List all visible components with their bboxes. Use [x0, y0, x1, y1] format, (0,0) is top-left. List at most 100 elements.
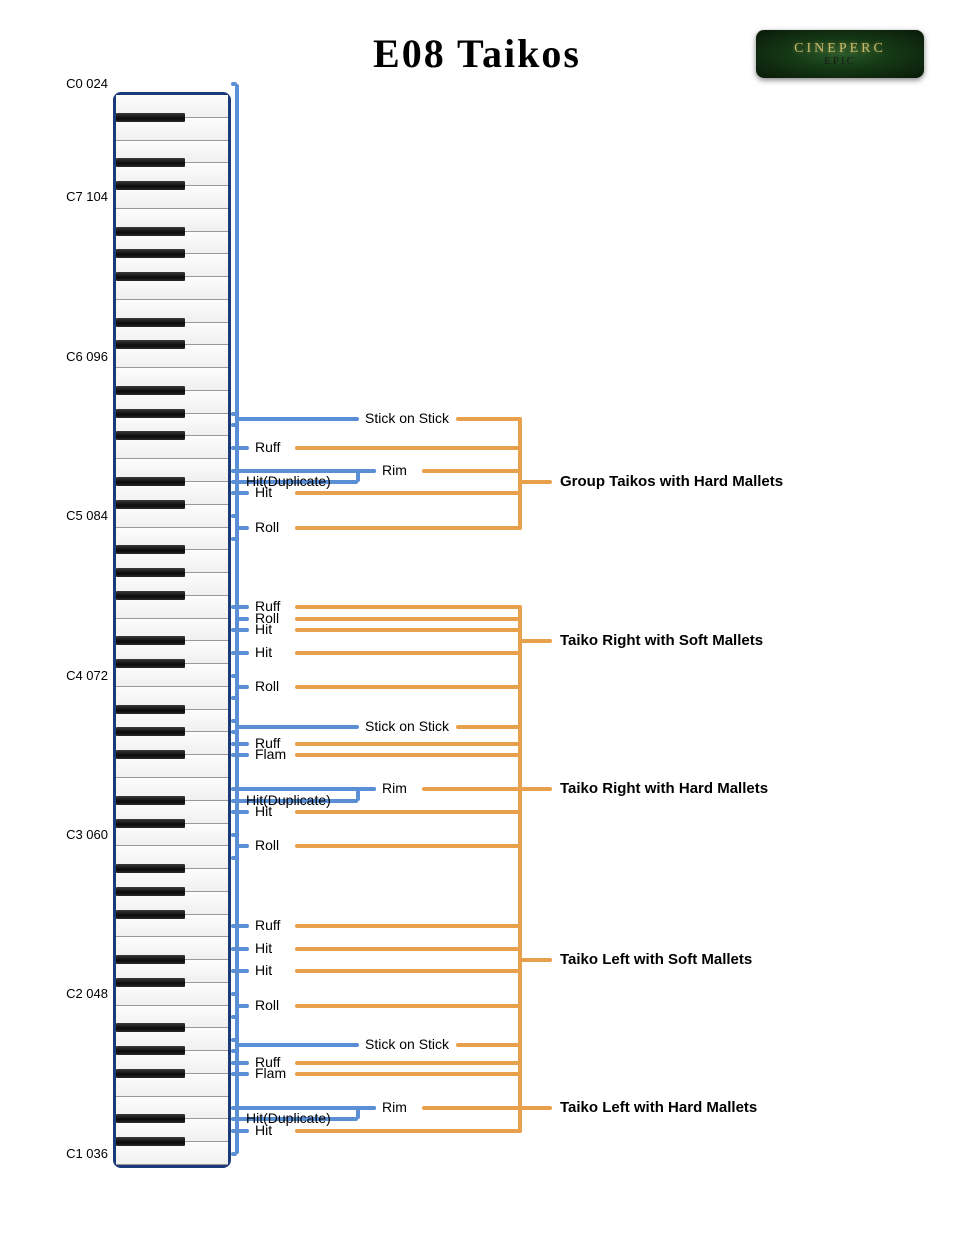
black-key [116, 887, 185, 896]
artic-label: Flam [255, 746, 286, 762]
black-key [116, 978, 185, 987]
axis-label: C5 084 [48, 508, 108, 523]
group-connector [295, 526, 520, 530]
artic-label: Stick on Stick [365, 1036, 449, 1052]
group-label: Taiko Right with Soft Mallets [560, 632, 763, 649]
black-key [116, 477, 185, 486]
black-key [116, 272, 185, 281]
artic-connector [237, 617, 249, 621]
black-key [116, 819, 185, 828]
black-key [116, 659, 185, 668]
artic-label: Rim [382, 780, 407, 796]
artic-connector [237, 725, 359, 729]
logo-badge: CINEPERC EPIC [756, 30, 924, 78]
axis-label: C7 104 [48, 189, 108, 204]
group-connector [295, 753, 520, 757]
group-connector [520, 787, 552, 791]
artic-label: Rim [382, 462, 407, 478]
artic-connector [231, 810, 249, 814]
black-key [116, 1069, 185, 1078]
group-connector [295, 617, 520, 621]
group-connector [520, 480, 552, 484]
black-key [116, 249, 185, 258]
artic-connector [231, 605, 249, 609]
group-connector [295, 605, 520, 609]
axis-label: C4 072 [48, 668, 108, 683]
black-key [116, 227, 185, 236]
black-key [116, 1046, 185, 1055]
black-key [116, 910, 185, 919]
artic-connector [231, 1129, 249, 1133]
artic-label: Hit [255, 1122, 272, 1138]
artic-label: Roll [255, 997, 279, 1013]
group-connector [295, 969, 520, 973]
black-key [116, 955, 185, 964]
artic-label: Stick on Stick [365, 410, 449, 426]
artic-label: Roll [255, 678, 279, 694]
artic-connector [231, 651, 249, 655]
artic-connector [356, 789, 360, 800]
group-connector [295, 1129, 520, 1133]
black-key [116, 181, 185, 190]
artic-connector [231, 446, 249, 450]
artic-label: Hit [255, 940, 272, 956]
black-key [116, 568, 185, 577]
artic-connector [231, 742, 249, 746]
group-connector [456, 725, 520, 729]
artic-connector [231, 924, 249, 928]
group-connector [422, 787, 520, 791]
black-key [116, 796, 185, 805]
axis-label: C3 060 [48, 827, 108, 842]
group-connector [295, 742, 520, 746]
artic-label: Hit [255, 962, 272, 978]
group-label: Group Taikos with Hard Mallets [560, 473, 783, 490]
artic-connector [358, 469, 376, 473]
group-connector [295, 947, 520, 951]
black-key [116, 500, 185, 509]
artic-label: Ruff [255, 917, 280, 933]
artic-label: Ruff [255, 439, 280, 455]
group-connector [295, 446, 520, 450]
black-key [116, 636, 185, 645]
artic-connector [231, 969, 249, 973]
group-bracket [518, 417, 522, 529]
black-key [116, 750, 185, 759]
group-label: Taiko Left with Soft Mallets [560, 951, 752, 968]
group-bracket [518, 617, 522, 1133]
artic-connector [231, 1061, 249, 1065]
group-connector [295, 1072, 520, 1076]
black-key [116, 864, 185, 873]
group-connector [295, 491, 520, 495]
artic-label: Roll [255, 610, 279, 626]
group-connector [295, 628, 520, 632]
group-connector [520, 1106, 552, 1110]
artic-connector [231, 628, 249, 632]
group-connector [456, 417, 520, 421]
black-key [116, 158, 185, 167]
artic-label: Stick on Stick [365, 718, 449, 734]
axis-label: C6 096 [48, 349, 108, 364]
artic-connector [231, 491, 249, 495]
black-key [116, 1114, 185, 1123]
black-key [116, 1023, 185, 1032]
group-connector [520, 958, 552, 962]
group-connector [295, 651, 520, 655]
group-connector [520, 639, 552, 643]
group-connector [295, 1004, 520, 1008]
artic-connector [237, 1043, 359, 1047]
black-key [116, 705, 185, 714]
logo-line2: EPIC [824, 55, 856, 67]
group-connector [422, 1106, 520, 1110]
black-key [116, 318, 185, 327]
artic-connector [358, 1106, 376, 1110]
black-key [116, 386, 185, 395]
black-key [116, 431, 185, 440]
group-connector [295, 844, 520, 848]
group-label: Taiko Left with Hard Mallets [560, 1099, 757, 1116]
artic-label: Hit [255, 484, 272, 500]
group-connector [422, 469, 520, 473]
artic-connector [231, 753, 249, 757]
group-connector [295, 685, 520, 689]
black-key [116, 340, 185, 349]
axis-label: C1 036 [48, 1146, 108, 1161]
